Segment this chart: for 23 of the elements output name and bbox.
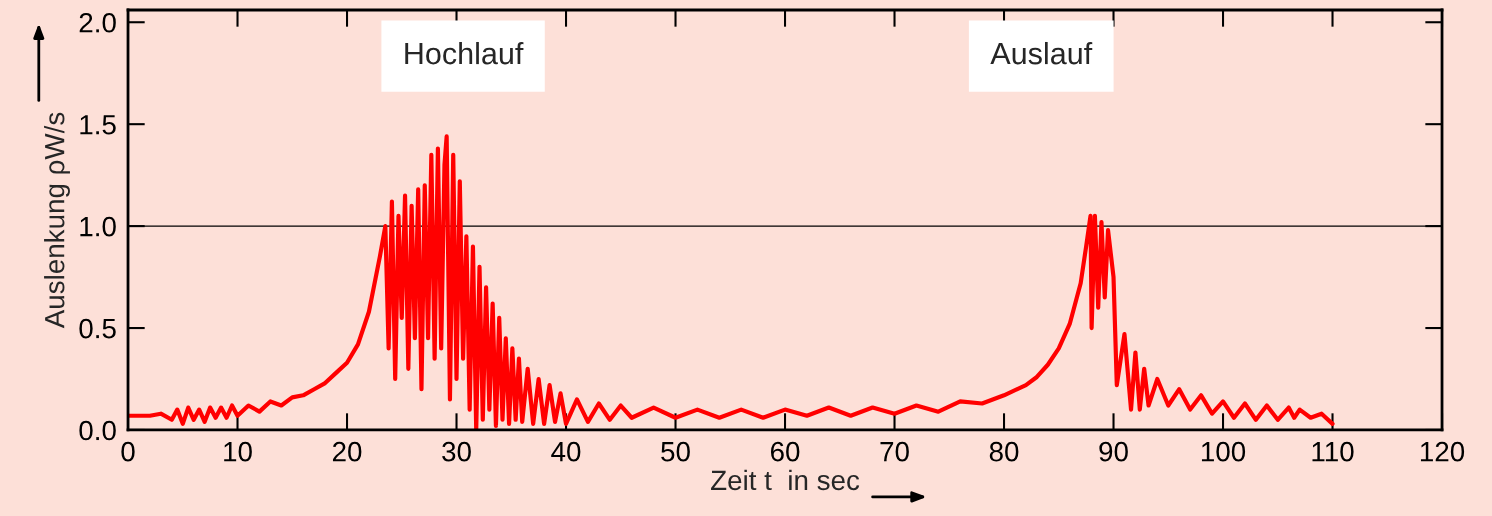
x-tick-label: 20 <box>332 441 362 462</box>
x-tick-label: 30 <box>442 441 471 462</box>
x-tick-label: 120 <box>1420 441 1465 462</box>
y-axis-title: Auslenkung ρW/s <box>44 112 70 329</box>
y-tick-label: 0.5 <box>79 318 116 339</box>
x-tick-label: 50 <box>661 441 690 462</box>
annotation: Hochlauf <box>405 41 524 65</box>
y-tick-label: 1.5 <box>80 115 116 135</box>
y-tick-label: 0.0 <box>79 420 116 441</box>
x-tick-label: 10 <box>224 441 252 462</box>
x-tick-label: 0 <box>121 441 135 462</box>
x-tick-label: 70 <box>880 441 909 462</box>
x-axis-title: Zeit t in sec <box>711 469 860 491</box>
x-tick-label: 80 <box>989 441 1019 462</box>
x-tick-label: 40 <box>551 441 581 462</box>
annotation: Auslauf <box>990 41 1093 65</box>
x-tick-label: 110 <box>1312 441 1354 462</box>
x-tick-label: 60 <box>770 441 800 462</box>
y-tick-label: 1.0 <box>80 216 116 237</box>
y-tick-label: 2.0 <box>79 12 116 33</box>
x-tick-label: 90 <box>1099 441 1128 462</box>
x-tick-label: 100 <box>1201 441 1246 462</box>
line-series <box>128 134 1335 430</box>
